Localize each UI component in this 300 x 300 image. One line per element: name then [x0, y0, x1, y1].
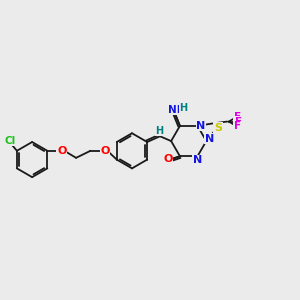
Text: F: F: [235, 117, 242, 127]
Text: H: H: [155, 125, 164, 136]
Text: NH: NH: [168, 105, 186, 115]
Text: F: F: [233, 112, 241, 122]
Text: O: O: [100, 146, 110, 156]
Text: O: O: [57, 146, 66, 156]
Text: N: N: [193, 155, 202, 165]
Text: O: O: [163, 154, 172, 164]
Text: Cl: Cl: [4, 136, 15, 146]
Text: H: H: [179, 103, 187, 112]
Text: N: N: [205, 134, 214, 143]
Text: N: N: [196, 121, 205, 131]
Text: S: S: [214, 123, 222, 133]
Text: F: F: [233, 122, 241, 131]
